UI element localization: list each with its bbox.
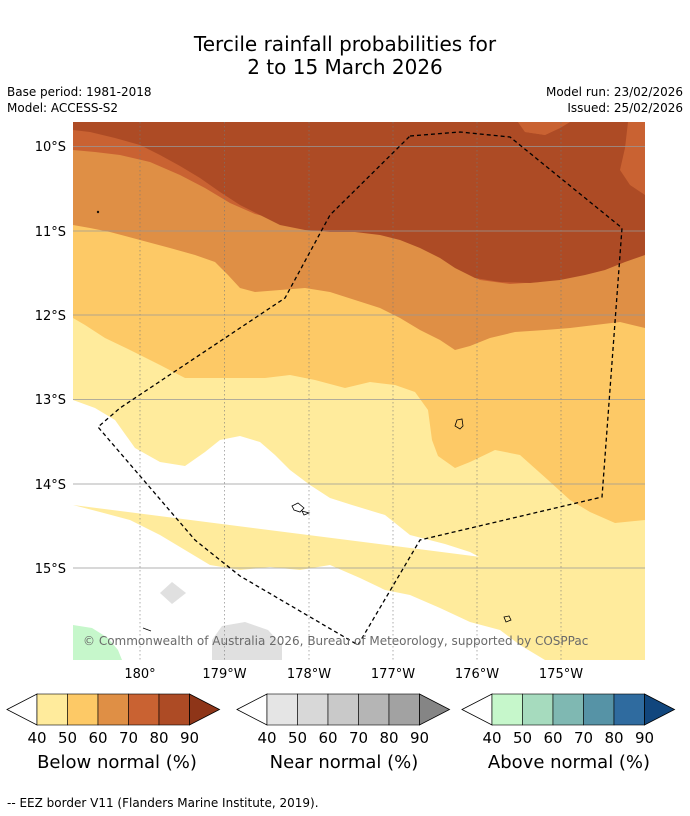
lat-label: 11°S [35,225,66,240]
colorbar-tick-label: 70 [349,729,368,747]
colorbar-segment [36,693,68,726]
island-c [301,510,311,516]
colorbar-segment [297,693,329,726]
colorbar-label-above: Above normal (%) [487,752,651,773]
lon-label: 180° [124,667,155,682]
copyright-text: © Commonwealth of Australia 2026, Bureau… [83,634,588,648]
lon-label: 177°W [371,667,415,682]
colorbar-segment [491,693,523,726]
lat-labels: 10°S 11°S 12°S 13°S 14°S 15°S [35,140,66,577]
island-b [291,502,305,513]
lon-label: 175°W [539,667,583,682]
colorbar-extend-low [6,693,38,726]
colorbar-tick-label: 60 [543,729,562,747]
colorbar-tick-label: 50 [288,729,307,747]
colorbar-tick-label: 40 [482,729,501,747]
lat-gridlines [73,146,645,569]
lat-label: 12°S [35,309,66,324]
colorbar-extend-high [419,693,451,726]
colorbar-extend-high [189,693,221,726]
colorbar-tick-label: 70 [574,729,593,747]
colorbar-extend-high [644,693,676,726]
colorbar-tick-label: 60 [318,729,337,747]
model-run: Model run: 23/02/2026 [545,85,683,99]
lat-label: 10°S [35,140,66,155]
colorbar-tick-label: 80 [379,729,398,747]
colorbar-segment [522,693,554,726]
region-near-50-b [212,622,282,660]
lon-labels: 180° 179°W 178°W 177°W 176°W 175°W [124,667,583,682]
region-below-80-east [620,122,645,195]
eez-border [97,131,623,646]
colorbar-tick-label: 80 [149,729,168,747]
colorbar-tick-label: 90 [180,729,199,747]
lon-gridlines [139,122,562,660]
lat-label: 14°S [35,478,66,493]
colorbar-extend-low [236,693,268,726]
region-below-80-north [518,122,570,135]
colorbar-segment [327,693,359,726]
issued-date: Issued: 25/02/2026 [567,101,683,115]
map-title-line1: Tercile rainfall probabilities for [193,32,497,56]
colorbar-segment [158,693,190,726]
colorbar-tick-label: 50 [58,729,77,747]
colorbar-label-near: Near normal (%) [269,752,419,773]
colorbar-segment [552,693,584,726]
region-below-90 [73,122,645,283]
colorbar-label-below: Below normal (%) [37,752,197,773]
colorbar-tick-label: 60 [88,729,107,747]
colorbar-tick-label: 80 [604,729,623,747]
colorbar-tick-label: 50 [513,729,532,747]
colorbar-near-normal: 40 50 60 70 80 90 [236,693,451,747]
colorbar-segment [358,693,390,726]
island-e [142,627,152,632]
footer-text: -- EEZ border V11 (Flanders Marine Insti… [7,796,319,810]
colorbar-segment [388,693,420,726]
island-f [96,210,100,214]
island-a [454,418,464,430]
islands [96,210,512,632]
colorbar-above-normal: 40 50 60 70 80 90 [461,693,676,747]
map-area: © Commonwealth of Australia 2026, Bureau… [73,122,645,660]
lat-label: 13°S [35,393,66,408]
region-below-50-south [73,505,645,660]
colorbar-segment [583,693,615,726]
colorbar-segment [613,693,645,726]
colorbar-tick-label: 90 [410,729,429,747]
island-d [503,615,512,623]
region-above-50 [73,625,122,660]
colorbar-segment [128,693,160,726]
lat-label: 15°S [35,562,66,577]
colorbar-segment [266,693,298,726]
region-near-50-a [160,582,186,604]
colorbar-tick-label: 70 [119,729,138,747]
footer-legend: -- EEZ border V11 (Flanders Marine Insti… [7,796,319,810]
base-period: Base period: 1981-2018 [7,85,152,99]
lon-label: 176°W [455,667,499,682]
colorbar-extend-low [461,693,493,726]
colorbar-tick-label: 40 [257,729,276,747]
model-name: Model: ACCESS-S2 [7,101,119,115]
map-title-line2: 2 to 15 March 2026 [247,55,443,79]
colorbar-below-normal: 40 50 60 70 80 90 [6,693,221,747]
colorbar-tick-label: 90 [635,729,654,747]
colorbar-segment [97,693,129,726]
lon-label: 179°W [202,667,246,682]
colorbar-segment [67,693,99,726]
lon-label: 178°W [287,667,331,682]
colorbar-tick-label: 40 [27,729,46,747]
